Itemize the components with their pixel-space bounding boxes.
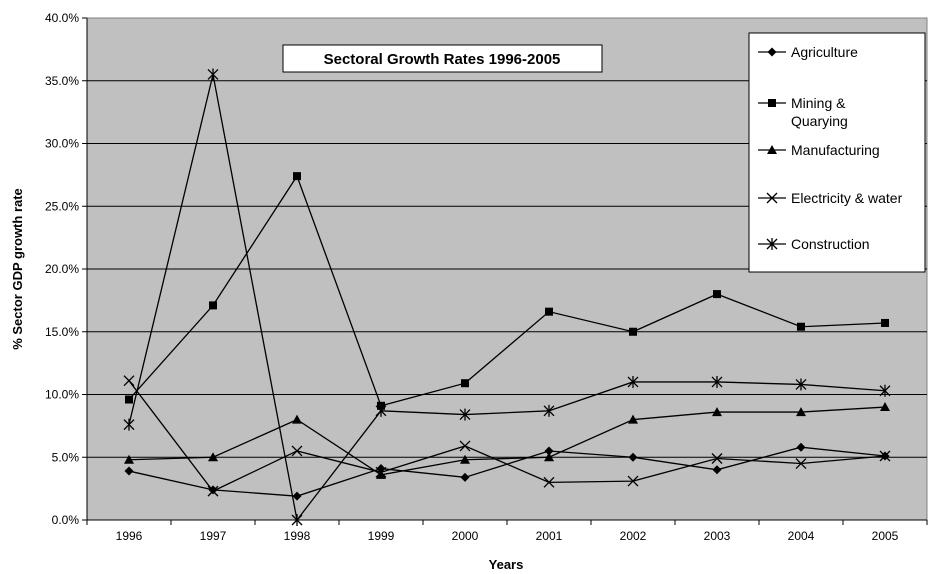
y-tick-label: 5.0% bbox=[52, 450, 80, 464]
x-tick-label: 2001 bbox=[536, 529, 563, 543]
point-manufacturing-marker bbox=[460, 454, 470, 464]
legend-agriculture-marker bbox=[767, 47, 777, 57]
series-lines bbox=[123, 68, 891, 526]
point-manufacturing-marker bbox=[376, 469, 386, 479]
legend-label: Construction bbox=[791, 236, 870, 252]
point-mining-quarying-marker bbox=[629, 327, 637, 336]
y-tick-label: 25.0% bbox=[45, 199, 79, 213]
legend-manufacturing-marker bbox=[767, 145, 777, 154]
point-construction-marker bbox=[207, 68, 219, 81]
legend-mining-quarying-marker bbox=[768, 99, 776, 107]
point-mining-quarying-marker bbox=[545, 307, 553, 316]
point-mining-quarying-marker bbox=[881, 318, 889, 327]
legend-item-manufacturing: Manufacturing bbox=[758, 142, 880, 158]
y-tick-label: 30.0% bbox=[45, 137, 79, 151]
point-mining-quarying-marker bbox=[713, 290, 721, 299]
point-electricity-water-marker bbox=[291, 445, 303, 457]
point-mining-quarying-marker bbox=[797, 322, 805, 331]
legend: Agriculture Mining & Quarying Manufacturing… bbox=[748, 32, 926, 273]
point-electricity-water-marker bbox=[543, 476, 555, 488]
point-electricity-water-marker bbox=[627, 475, 639, 487]
legend-construction-marker bbox=[766, 238, 778, 250]
point-manufacturing-marker bbox=[796, 407, 806, 417]
point-manufacturing-marker bbox=[544, 452, 554, 462]
x-axis-ticks: 1996 1997 1998 1999 2000 2001 2002 2003 2004 2005 bbox=[86, 519, 928, 543]
point-construction-marker bbox=[375, 404, 387, 417]
point-electricity-water-marker bbox=[795, 458, 807, 469]
series-line-manufacturing bbox=[128, 406, 886, 476]
point-electricity-water-marker bbox=[375, 466, 387, 478]
x-tick-label: 1998 bbox=[284, 529, 311, 543]
series-line-electricity-water bbox=[128, 380, 886, 492]
x-tick-label: 2005 bbox=[872, 529, 899, 543]
x-tick-label: 2000 bbox=[452, 529, 479, 543]
point-construction-marker bbox=[543, 404, 555, 417]
x-tick-label: 2003 bbox=[704, 529, 731, 543]
series-line-mining-quarying bbox=[128, 174, 886, 407]
point-manufacturing-marker bbox=[124, 454, 134, 464]
point-mining-quarying-marker bbox=[125, 395, 133, 404]
x-tick-label: 2002 bbox=[620, 529, 647, 543]
y-axis-title: % Sector GDP growth rate bbox=[10, 188, 25, 350]
point-agriculture-marker bbox=[796, 442, 806, 452]
point-agriculture-marker bbox=[544, 446, 554, 456]
point-manufacturing-marker bbox=[292, 414, 302, 424]
point-agriculture-marker bbox=[124, 466, 134, 476]
point-mining-quarying-marker bbox=[209, 301, 217, 310]
point-construction-marker bbox=[795, 378, 807, 391]
legend-item-agriculture: Agriculture bbox=[758, 44, 858, 60]
legend-label: Manufacturing bbox=[791, 142, 880, 158]
point-construction-marker bbox=[711, 375, 723, 388]
point-agriculture-marker bbox=[628, 452, 638, 462]
point-agriculture-marker bbox=[712, 465, 722, 475]
point-construction-marker bbox=[627, 375, 639, 388]
x-tick-label: 1999 bbox=[368, 529, 395, 543]
point-electricity-water-marker bbox=[123, 375, 135, 387]
legend-item-electricity-water: Electricity & water bbox=[758, 190, 903, 206]
x-tick-label: 1997 bbox=[200, 529, 227, 543]
point-electricity-water-marker bbox=[711, 453, 723, 464]
legend-label: Agriculture bbox=[791, 44, 858, 60]
point-manufacturing-marker bbox=[880, 402, 890, 412]
series-line-construction bbox=[128, 74, 886, 522]
point-construction-marker bbox=[459, 408, 471, 421]
x-axis-title: Years bbox=[489, 557, 524, 572]
point-construction-marker bbox=[879, 384, 891, 397]
y-tick-label: 35.0% bbox=[45, 74, 79, 88]
point-manufacturing-marker bbox=[208, 452, 218, 462]
point-agriculture-marker bbox=[292, 491, 302, 501]
point-agriculture-marker bbox=[460, 472, 470, 482]
point-electricity-water-marker bbox=[459, 440, 471, 452]
point-manufacturing-marker bbox=[628, 414, 638, 424]
point-electricity-water-marker bbox=[207, 485, 219, 497]
chart-title-box: Sectoral Growth Rates 1996-2005 bbox=[282, 44, 603, 73]
y-axis-ticks: 0.0% 5.0% 10.0% 15.0% 20.0% 25.0% 30.0% 35.0% 40… bbox=[45, 11, 88, 527]
point-construction-marker bbox=[291, 514, 303, 526]
legend-label: Electricity & water bbox=[791, 190, 903, 206]
point-construction-marker bbox=[123, 418, 135, 431]
legend-item-construction: Construction bbox=[758, 236, 870, 252]
y-tick-label: 40.0% bbox=[45, 11, 79, 25]
x-tick-label: 1996 bbox=[116, 529, 143, 543]
point-manufacturing-marker bbox=[712, 407, 722, 417]
y-tick-label: 15.0% bbox=[45, 325, 79, 339]
y-tick-label: 10.0% bbox=[45, 388, 79, 402]
chart-title: Sectoral Growth Rates 1996-2005 bbox=[324, 51, 561, 68]
point-electricity-water-marker bbox=[879, 450, 891, 462]
legend-item-mining-quarying: Mining & Quarying bbox=[758, 95, 848, 129]
legend-label: Mining & Quarying bbox=[791, 95, 848, 129]
y-tick-label: 0.0% bbox=[52, 513, 80, 527]
legend-box bbox=[748, 32, 926, 273]
x-tick-label: 2004 bbox=[788, 529, 815, 543]
point-mining-quarying-marker bbox=[461, 379, 469, 388]
point-mining-quarying-marker bbox=[293, 172, 301, 181]
legend-electricity-water-marker bbox=[766, 192, 778, 204]
y-tick-label: 20.0% bbox=[45, 262, 79, 276]
